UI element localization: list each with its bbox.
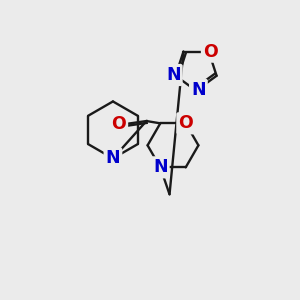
Text: N: N (106, 149, 120, 167)
Text: N: N (153, 158, 168, 176)
Text: O: O (111, 115, 126, 133)
Text: N: N (166, 66, 181, 84)
Text: O: O (178, 114, 193, 132)
Text: O: O (203, 43, 218, 61)
Text: N: N (191, 81, 206, 99)
